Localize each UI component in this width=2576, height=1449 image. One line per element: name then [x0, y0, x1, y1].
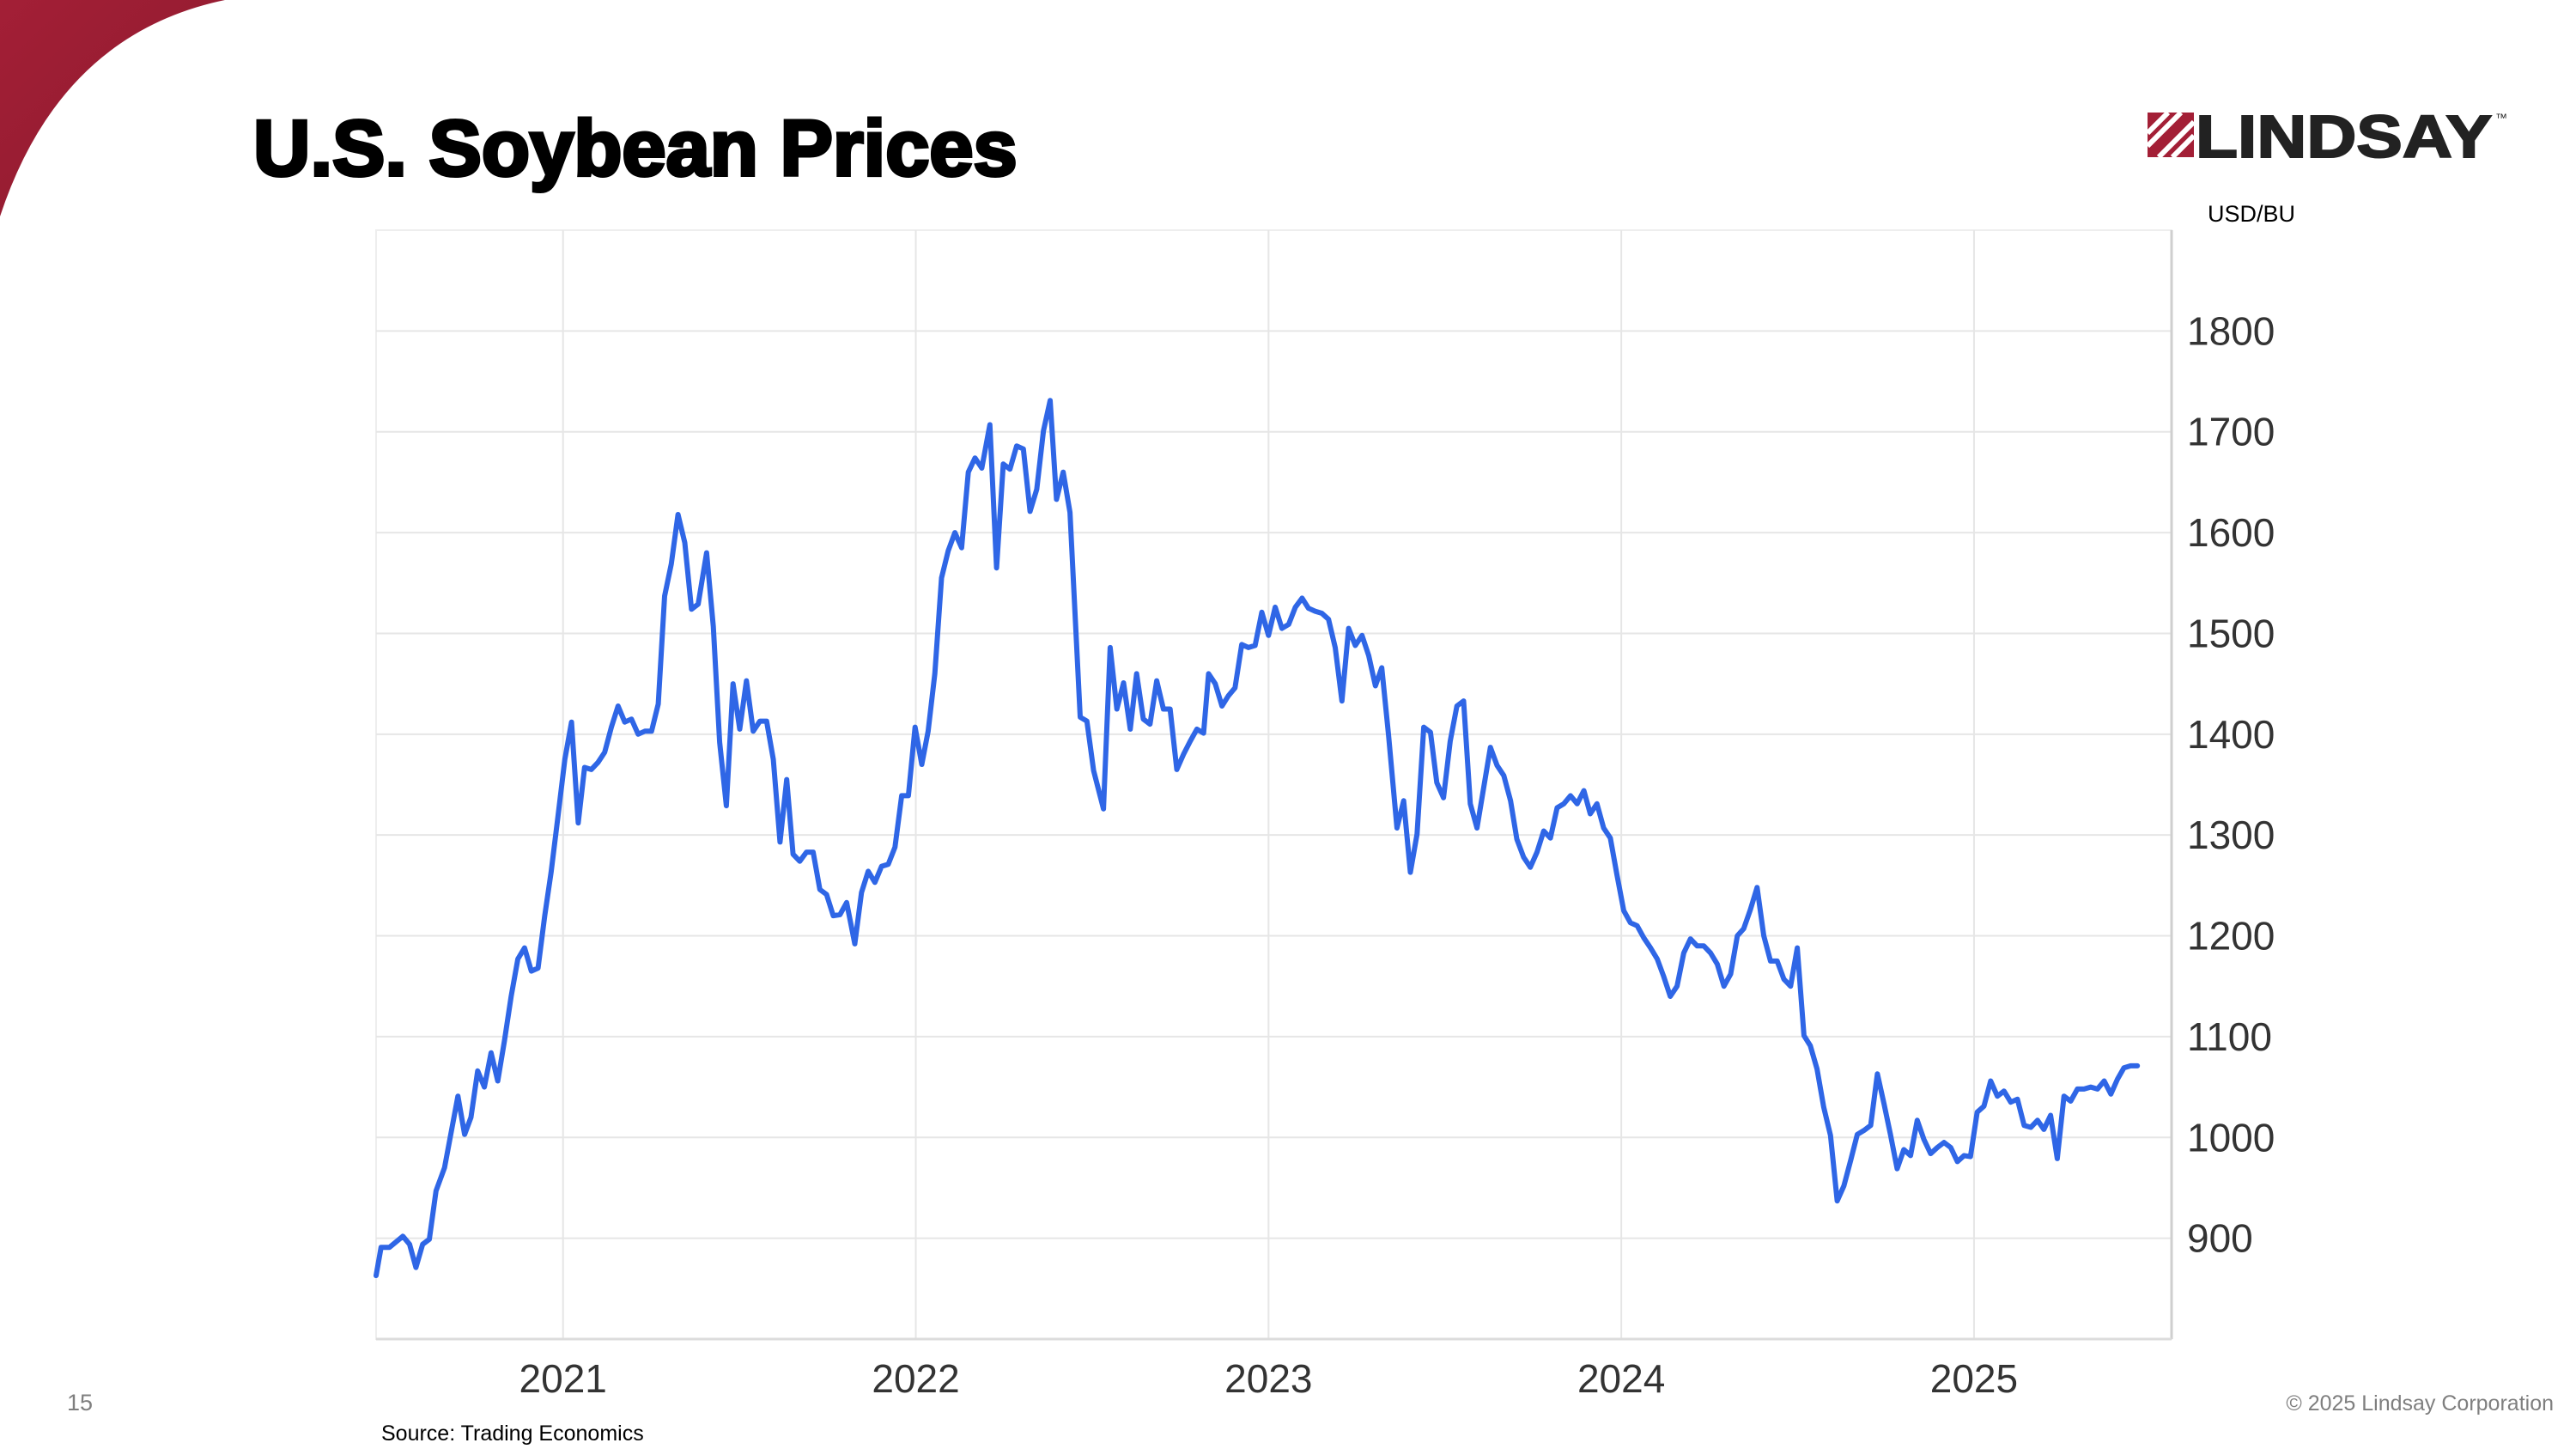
y-tick-label: 1800: [2187, 308, 2275, 353]
logo-text: LINDSAY: [2196, 103, 2492, 170]
y-tick-label: 1700: [2187, 410, 2275, 454]
y-tick-label: 1400: [2187, 712, 2275, 757]
logo: LINDSAY ™: [2145, 102, 2507, 171]
x-tick-label: 2024: [1577, 1356, 1665, 1401]
slide-number: 15: [67, 1390, 93, 1416]
y-tick-label: 1300: [2187, 813, 2275, 857]
x-tick-label: 2023: [1224, 1356, 1312, 1401]
y-tick-label: 1000: [2187, 1115, 2275, 1160]
y-tick-label: 1500: [2187, 611, 2275, 655]
copyright: © 2025 Lindsay Corporation: [2286, 1391, 2554, 1416]
x-tick-label: 2021: [519, 1356, 607, 1401]
x-tick-label: 2025: [1930, 1356, 2018, 1401]
price-line: [374, 398, 2141, 1279]
logo-trademark: ™: [2495, 111, 2507, 125]
corner-decoration: [0, 0, 225, 216]
plot-frame: [375, 229, 2172, 1340]
y-tick-label: 1600: [2187, 510, 2275, 555]
slide-title: U.S. Soybean Prices: [253, 105, 1018, 192]
y-tick-label: 1100: [2187, 1014, 2272, 1059]
logo-stripes: [2145, 110, 2196, 160]
plot-area: 900 1000 1100 1200 1300 1400 1500 1600 1700 1800 2…: [374, 230, 2275, 1401]
y-axis-unit: USD/BU: [2208, 201, 2295, 227]
y-tick-label: 1200: [2187, 914, 2275, 959]
source-note: Source: Trading Economics: [381, 1422, 644, 1446]
y-tick-label: 900: [2187, 1216, 2253, 1261]
x-tick-label: 2022: [872, 1356, 959, 1401]
